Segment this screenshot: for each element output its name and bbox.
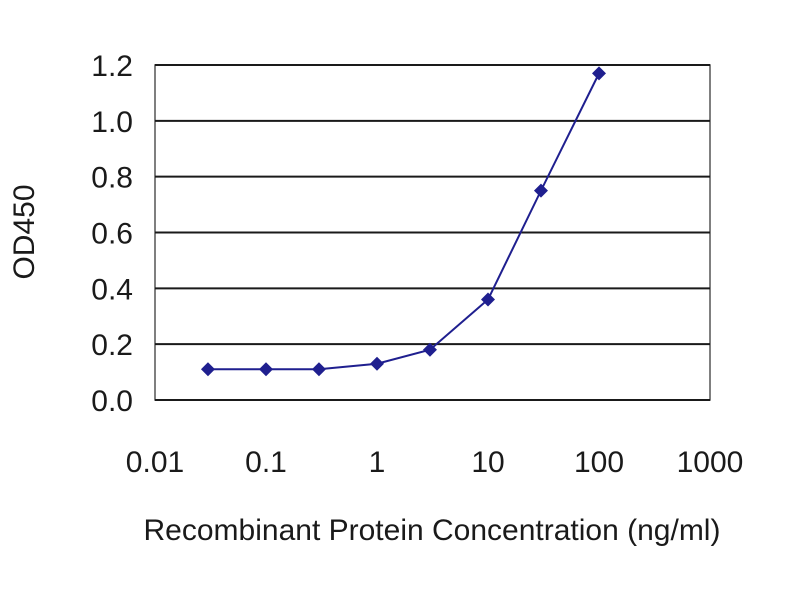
y-tick-label: 1.0 xyxy=(91,106,133,139)
y-axis-title: OD450 xyxy=(8,184,41,279)
y-tick-label: 0.0 xyxy=(91,385,133,418)
y-tick-label: 0.6 xyxy=(91,218,133,251)
x-tick-label: 10 xyxy=(471,446,504,479)
gridlines xyxy=(155,64,710,346)
x-tick-label: 1 xyxy=(369,446,386,479)
x-tick-label: 0.1 xyxy=(245,446,287,479)
y-tick-label: 0.2 xyxy=(91,329,133,362)
data-point xyxy=(422,342,437,357)
series-group xyxy=(200,66,606,377)
x-tick-label: 0.01 xyxy=(126,446,184,479)
data-point xyxy=(200,362,215,377)
y-tick-label: 1.2 xyxy=(91,50,133,83)
y-tick-label: 0.8 xyxy=(91,162,133,195)
data-point xyxy=(533,183,548,198)
data-point xyxy=(259,362,273,377)
x-axis-title: Recombinant Protein Concentration (ng/ml… xyxy=(144,514,721,547)
data-point xyxy=(311,362,326,377)
y-tick-labels: 0.0 0.2 0.4 0.6 0.8 1.0 1.2 xyxy=(91,50,133,418)
series-line xyxy=(207,72,600,371)
x-tick-label: 1000 xyxy=(677,446,744,479)
y-tick-label: 0.4 xyxy=(91,273,133,306)
data-point xyxy=(592,66,606,81)
plot-area xyxy=(154,64,711,401)
data-point xyxy=(481,292,495,307)
x-tick-label: 100 xyxy=(574,446,624,479)
data-point xyxy=(370,356,384,371)
x-tick-labels: 0.01 0.1 1 10 100 1000 xyxy=(126,446,744,479)
